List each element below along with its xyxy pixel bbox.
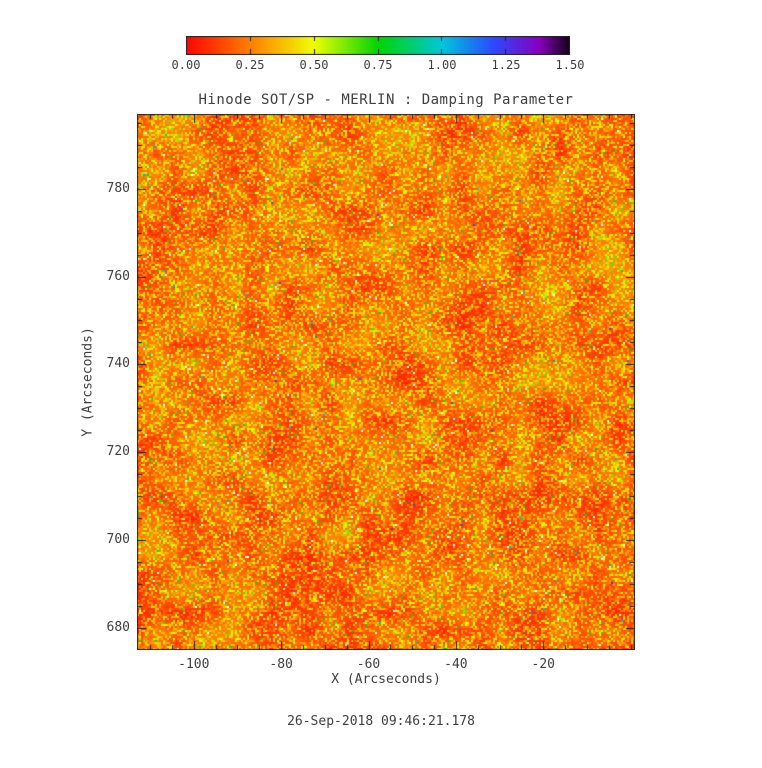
chart-title: Hinode SOT/SP - MERLIN : Damping Paramet…	[198, 92, 574, 108]
y-tick-label: 780	[106, 180, 130, 196]
colorbar-tick-label: 1.00	[427, 58, 457, 72]
heatmap-canvas	[137, 114, 635, 650]
y-tick-label: 700	[106, 532, 130, 548]
x-tick-label: -40	[444, 657, 468, 672]
x-tick-label: -20	[531, 657, 555, 672]
colorbar-tick-label: 0.25	[235, 58, 265, 72]
x-tick-label: -60	[356, 657, 381, 672]
timestamp: 26-Sep-2018 09:46:21.178	[287, 714, 475, 729]
colorbar-tick-label: 1.25	[491, 58, 521, 72]
x-tick-label: -80	[269, 657, 293, 672]
y-tick-label: 760	[106, 268, 130, 284]
y-tick-label: 720	[106, 444, 130, 460]
y-axis-label: Y (Arcseconds)	[80, 327, 96, 437]
colorbar-gradient	[186, 36, 570, 55]
x-axis-label: X (Arcseconds)	[331, 672, 441, 687]
y-tick-label: 740	[106, 356, 130, 372]
colorbar-tick-label: 0.50	[299, 58, 329, 72]
y-tick-label: 680	[106, 620, 130, 636]
colorbar-tick-label: 1.50	[555, 58, 585, 72]
colorbar-tick-label: 0.75	[363, 58, 393, 72]
x-tick-label: -100	[178, 657, 210, 672]
colorbar-tick-label: 0.00	[171, 58, 201, 72]
